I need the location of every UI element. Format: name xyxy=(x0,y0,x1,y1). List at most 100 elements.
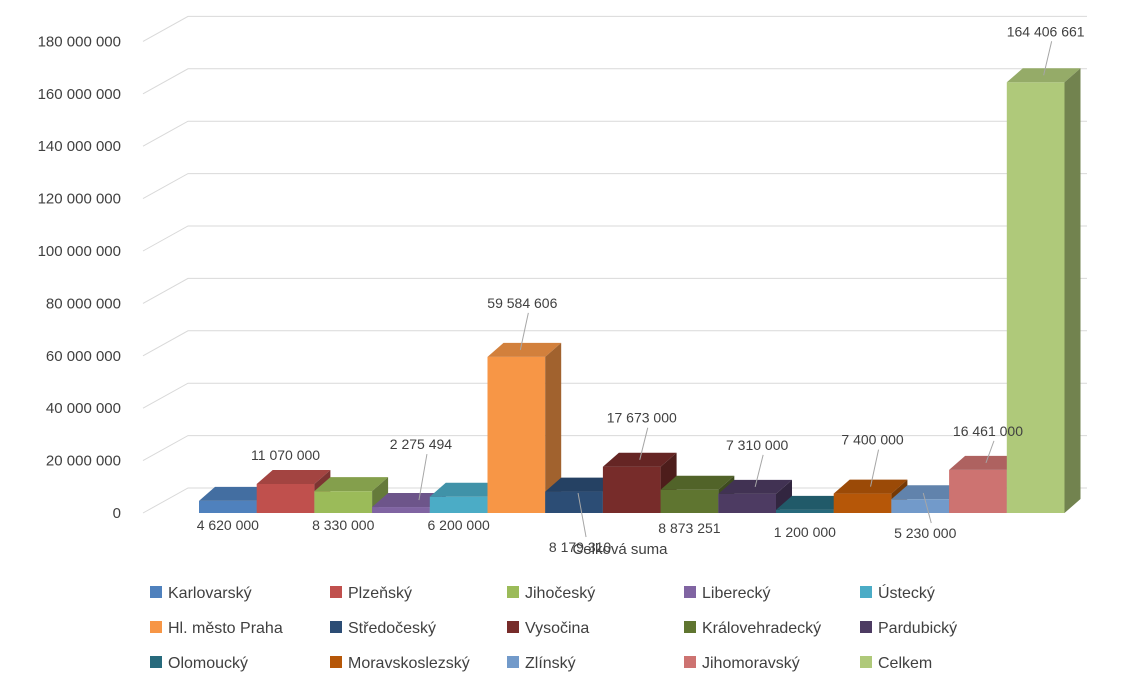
legend-item: Zlínský xyxy=(507,655,576,672)
bar-top xyxy=(429,482,504,497)
gridline xyxy=(142,68,1087,95)
data-label: 7 310 000 xyxy=(726,437,788,453)
data-label: 6 200 000 xyxy=(428,517,490,533)
gridline xyxy=(142,15,1087,42)
y-tick-label: 20 000 000 xyxy=(46,453,121,470)
gridline xyxy=(142,382,1087,409)
data-label: 2 275 494 xyxy=(390,436,452,452)
bar-side xyxy=(1064,68,1081,513)
legend-swatch xyxy=(860,621,872,633)
bar-front xyxy=(776,509,834,513)
bar-top xyxy=(776,495,850,510)
legend-label: Olomoucký xyxy=(168,655,248,672)
legend-label: Pardubický xyxy=(878,620,957,637)
data-label: 7 400 000 xyxy=(841,432,903,448)
bar-front xyxy=(199,500,257,513)
data-label: 8 330 000 xyxy=(312,517,374,533)
bar-top xyxy=(256,469,331,484)
bar-3 xyxy=(314,477,389,513)
y-tick-label: 0 xyxy=(113,505,121,522)
bar-front xyxy=(833,493,892,513)
legend-label: Celkem xyxy=(878,655,932,672)
y-tick-label: 60 000 000 xyxy=(46,348,121,365)
legend-label: Středočeský xyxy=(348,620,436,637)
bar-top xyxy=(314,477,389,492)
bar-6 xyxy=(487,342,562,513)
bar-top xyxy=(372,493,446,508)
legend-label: Zlínský xyxy=(525,655,576,672)
bar-top xyxy=(949,455,1023,470)
legend-item: Plzeňský xyxy=(330,585,412,602)
legend-swatch xyxy=(684,586,696,598)
leader-line xyxy=(1043,41,1053,76)
bar-front xyxy=(256,483,315,513)
legend-label: Ústecký xyxy=(878,583,935,602)
bar-front xyxy=(949,469,1007,513)
legend-label: Jihočeský xyxy=(525,585,595,602)
bar-front xyxy=(487,356,546,513)
bar-front xyxy=(1006,82,1065,513)
y-tick-label: 140 000 000 xyxy=(38,138,121,155)
legend: Karlovarský Plzeňský Jihočeský Liberecký Úst… xyxy=(150,583,957,672)
legend-item: Pardubický xyxy=(860,620,957,637)
legend-item: Středočeský xyxy=(330,620,436,637)
legend-item: Hl. město Praha xyxy=(150,620,283,637)
leader-line xyxy=(577,492,587,538)
legend-item: Ústecký xyxy=(860,583,935,602)
legend-swatch xyxy=(507,656,519,668)
gridline xyxy=(142,277,1087,304)
legend-label: Moravskoslezský xyxy=(348,655,470,672)
data-label: 8 179 310 xyxy=(549,539,611,555)
bar-top xyxy=(199,486,273,501)
legend-item: Liberecký xyxy=(684,585,770,602)
y-tick-label: 80 000 000 xyxy=(46,295,121,312)
leader-line xyxy=(870,449,880,487)
leader-line xyxy=(754,454,764,487)
bar-side xyxy=(776,479,792,513)
legend-label: Královehradecký xyxy=(702,620,821,637)
bar-top xyxy=(660,475,735,490)
legend-item: Celkem xyxy=(860,655,932,672)
data-label: 5 230 000 xyxy=(894,525,956,541)
legend-swatch xyxy=(150,621,162,633)
bar-side xyxy=(545,342,562,513)
bar-top xyxy=(487,342,562,357)
data-label: 17 673 000 xyxy=(607,410,677,426)
bar-front xyxy=(545,491,603,513)
bar-top xyxy=(891,485,966,500)
legend-swatch xyxy=(860,586,872,598)
data-label: 1 200 000 xyxy=(774,524,836,540)
legend-swatch xyxy=(150,656,162,668)
data-label: 59 584 606 xyxy=(487,295,557,311)
legend-swatch xyxy=(684,656,696,668)
legend-swatch xyxy=(860,656,872,668)
y-tick-label: 40 000 000 xyxy=(46,400,121,417)
legend-item: Královehradecký xyxy=(684,620,821,637)
bar-front xyxy=(660,489,719,513)
x-axis-label: Celková suma xyxy=(572,541,668,558)
bar-front xyxy=(314,491,373,513)
data-label: 11 070 000 xyxy=(251,447,320,463)
data-labels: 4 620 000 11 070 000 8 330 000 2 275 494 6 2… xyxy=(197,23,1085,555)
y-tick-label: 180 000 000 xyxy=(38,33,121,50)
legend-item: Moravskoslezský xyxy=(330,655,470,672)
leader-line xyxy=(922,492,932,524)
data-label: 8 873 251 xyxy=(658,520,720,536)
legend-label: Hl. město Praha xyxy=(168,620,283,637)
data-label: 164 406 661 xyxy=(1007,23,1085,39)
legend-swatch xyxy=(330,621,342,633)
legend-item: Jihomoravský xyxy=(684,655,800,672)
gridline xyxy=(142,173,1087,200)
legend-item: Jihočeský xyxy=(507,585,595,602)
leader-line xyxy=(418,453,428,501)
gridlines xyxy=(142,15,1087,514)
gridline xyxy=(142,435,1087,462)
legend-swatch xyxy=(507,621,519,633)
leader-line xyxy=(985,440,995,464)
leader-line xyxy=(639,427,649,460)
legend-item: Olomoucký xyxy=(150,655,248,672)
legend-swatch xyxy=(330,656,342,668)
bar-front xyxy=(718,493,776,513)
y-tick-label: 120 000 000 xyxy=(38,191,121,208)
